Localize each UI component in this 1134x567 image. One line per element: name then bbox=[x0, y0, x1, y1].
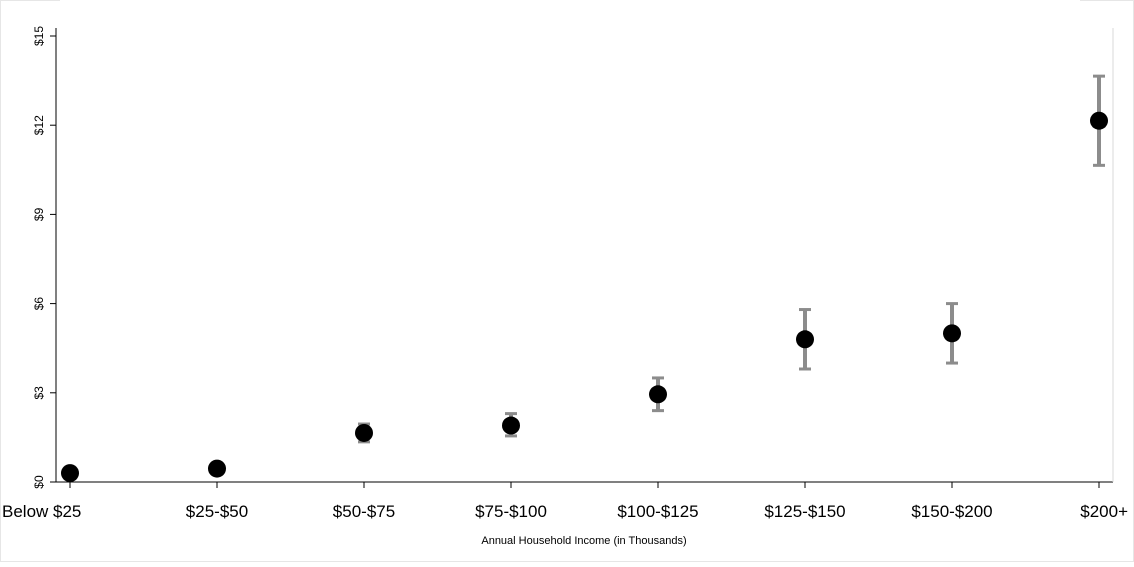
data-point bbox=[796, 330, 814, 349]
y-tick-label: $9 bbox=[32, 207, 46, 221]
data-point bbox=[355, 423, 373, 442]
y-tick-label: $0 bbox=[32, 475, 46, 489]
x-tick-label: $125-$150 bbox=[764, 502, 845, 521]
y-tick-label: $12 bbox=[32, 115, 46, 135]
title-mask bbox=[60, 0, 1080, 24]
x-tick-label: $25-$50 bbox=[186, 502, 248, 521]
y-tick-label: $3 bbox=[32, 386, 46, 400]
x-tick-label: $50-$75 bbox=[333, 502, 395, 521]
x-tick-label: Below $25 bbox=[2, 502, 81, 521]
data-point bbox=[502, 416, 520, 435]
x-tick-label: $150-$200 bbox=[911, 502, 992, 521]
y-tick-label: $6 bbox=[32, 297, 46, 311]
data-points bbox=[61, 111, 1108, 483]
x-tick-label: $200+ bbox=[1080, 502, 1128, 521]
data-point bbox=[649, 385, 667, 404]
x-tick-label: $100-$125 bbox=[617, 502, 698, 521]
data-point bbox=[208, 459, 226, 478]
data-point bbox=[943, 324, 961, 343]
y-ticks: $0 $3 $6 $9 $12 $15 bbox=[32, 26, 56, 489]
y-tick-label: $15 bbox=[32, 26, 46, 46]
data-point bbox=[61, 464, 79, 483]
data-point bbox=[1090, 111, 1108, 130]
x-ticks: Below $25 $25-$50 $50-$75 $75-$100 $100-$125… bbox=[2, 482, 1128, 521]
x-tick-label: $75-$100 bbox=[475, 502, 547, 521]
x-axis-label: Annual Household Income (in Thousands) bbox=[481, 535, 686, 547]
